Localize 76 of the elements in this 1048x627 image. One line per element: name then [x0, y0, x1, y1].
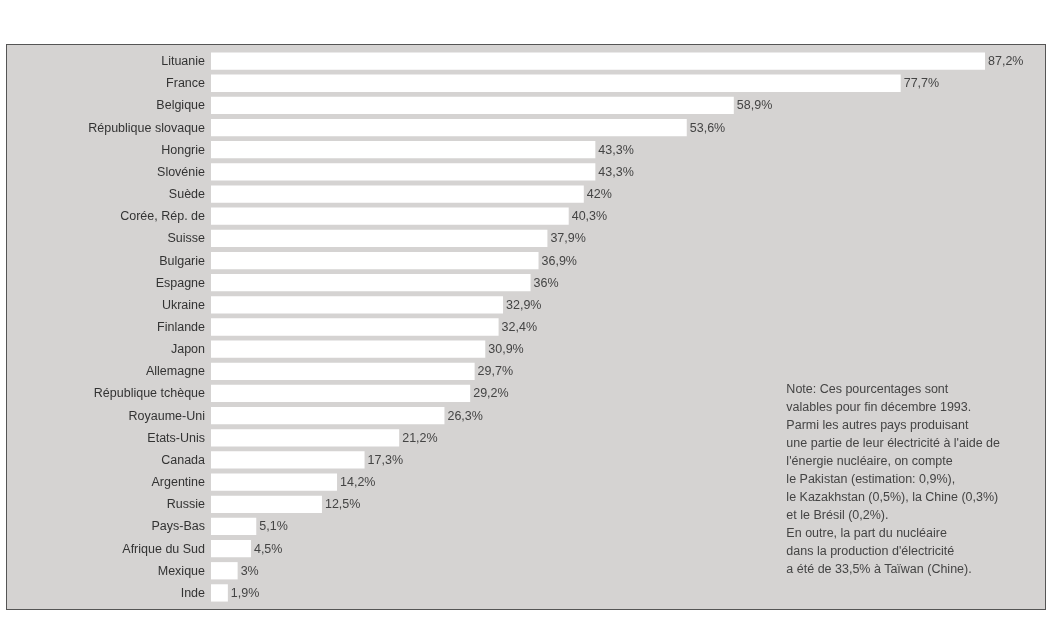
y-tick-label: Allemagne [145, 364, 206, 379]
data-label: 37,9% [550, 231, 586, 246]
data-label: 87,2% [988, 54, 1024, 69]
y-tick-label: Canada [161, 452, 206, 467]
data-label: 43,3% [598, 142, 634, 157]
bar [211, 451, 365, 469]
data-label: 4,5% [253, 541, 283, 556]
data-label: 29,7% [477, 364, 514, 379]
bar [211, 539, 251, 558]
y-tick-label: Lituanie [161, 54, 206, 69]
bar [211, 362, 475, 380]
y-tick-label: Belgique [156, 98, 206, 113]
bar [211, 251, 539, 270]
y-tick-label: République tchèque [93, 386, 206, 401]
data-label: 26,3% [447, 408, 483, 423]
data-label: 40,3% [571, 209, 608, 224]
y-tick-label: Afrique du Sud [122, 541, 206, 556]
bar [211, 185, 584, 203]
data-label: 14,2% [340, 475, 376, 490]
y-tick-label: Suisse [167, 231, 206, 246]
data-label: 32,4% [501, 320, 538, 334]
y-tick-label: Finlande [157, 320, 206, 334]
data-label: 77,7% [903, 76, 940, 91]
bar [211, 495, 322, 513]
data-label: 43,3% [598, 164, 634, 179]
data-label: 58,9% [736, 98, 773, 113]
bar [211, 52, 985, 70]
bar [211, 340, 486, 358]
y-tick-label: Japon [170, 342, 206, 357]
y-tick-label: France [166, 76, 206, 91]
bar [211, 584, 228, 602]
data-label: 36,9% [541, 253, 577, 268]
data-label: 36% [533, 275, 559, 290]
bar [211, 274, 531, 292]
data-label: 21,2% [402, 430, 438, 445]
y-tick-label: Mexique [157, 563, 206, 578]
y-tick-label: Suède [168, 187, 206, 202]
y-tick-label: Russie [166, 497, 206, 512]
y-tick-label: Espagne [155, 275, 206, 290]
y-tick-label: Inde [180, 585, 206, 600]
data-label: 29,2% [473, 386, 509, 401]
data-label: 5,1% [259, 519, 288, 534]
text: Note: Ces pourcentages sont valables pour fin décembre 1993. Parmi les autres pays produisant une partie de leur électricité à l'aide de l'énergie nucléaire, on compte le Pakistan (estimation: 0,9%), le Kazakhstan (0,5%), la Chine (0,3%) et le Brésil (0,2%). En outre, la part du nucléaire dans la production d'électricité a été de 33,5% à Taïwan (Chine). [786, 382, 1001, 576]
bar [211, 96, 734, 115]
bar [211, 429, 400, 447]
y-tick-label: Bulgarie [159, 253, 206, 268]
data-label: 1,9% [230, 585, 260, 600]
y-tick-label: Ukraine [161, 297, 206, 312]
bar [211, 141, 596, 159]
y-tick-label: Slovénie [157, 164, 206, 179]
bar [211, 74, 901, 92]
bar [211, 296, 504, 314]
data-label: 30,9% [488, 342, 524, 357]
bar [211, 118, 687, 137]
y-tick-label: Argentine [151, 475, 206, 490]
data-label: 53,6% [689, 120, 726, 135]
y-tick-label: Hongrie [161, 142, 206, 157]
bar [211, 407, 445, 425]
bar [211, 517, 257, 536]
y-tick-label: Etats-Unis [147, 430, 205, 445]
bar [211, 229, 548, 247]
bar [211, 163, 596, 181]
data-label: 3% [240, 563, 259, 578]
bar [211, 384, 471, 403]
y-tick-label: Royaume-Uni [128, 408, 205, 423]
data-label: 32,9% [506, 297, 542, 312]
bar [211, 473, 338, 491]
data-label: 42% [586, 187, 612, 202]
y-tick-label: Pays-Bas [151, 519, 205, 534]
bar [211, 562, 238, 580]
data-label: 12,5% [324, 497, 361, 512]
bar [211, 318, 499, 336]
y-tick-label: Corée, Rép. de [120, 209, 206, 224]
data-label: 17,3% [367, 452, 404, 467]
y-tick-label: République slovaque [88, 120, 206, 135]
bar [211, 207, 569, 225]
